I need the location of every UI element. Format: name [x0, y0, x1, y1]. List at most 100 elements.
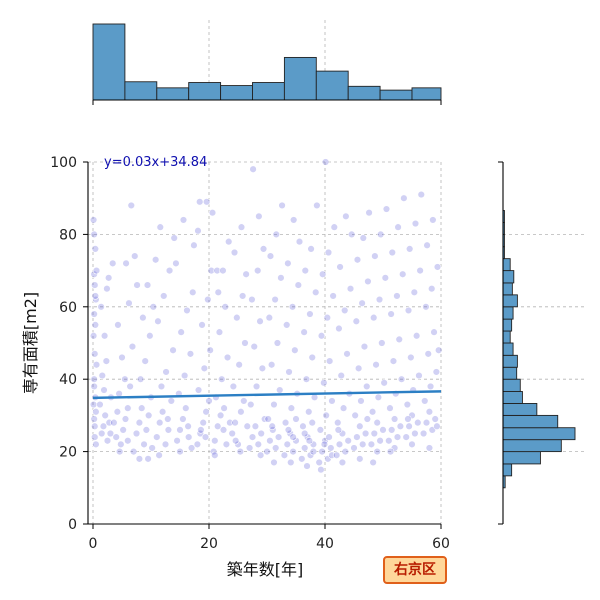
- data-point: [298, 455, 306, 463]
- data-point: [284, 426, 293, 434]
- data-point: [240, 397, 248, 405]
- data-point: [335, 324, 343, 333]
- x-tick-label: 60: [432, 536, 450, 552]
- data-point: [220, 404, 228, 412]
- data-point: [289, 447, 297, 456]
- ward-badge: 右京区: [383, 556, 447, 584]
- data-point: [425, 444, 434, 452]
- data-point: [125, 299, 133, 307]
- data-point: [213, 266, 221, 275]
- data-point: [91, 245, 100, 253]
- data-point: [320, 379, 328, 387]
- data-point: [109, 259, 117, 268]
- y-tick-label: 20: [59, 445, 77, 461]
- data-point: [92, 408, 100, 416]
- data-point: [249, 165, 257, 173]
- data-point: [388, 426, 396, 434]
- data-point: [126, 382, 134, 391]
- data-point: [208, 208, 217, 217]
- data-point: [97, 303, 105, 311]
- right-histogram-bar: [502, 451, 541, 465]
- data-point: [264, 415, 272, 423]
- data-point: [242, 270, 250, 278]
- data-point: [143, 281, 152, 289]
- right-histogram-bar: [502, 270, 515, 284]
- data-point: [267, 361, 276, 369]
- data-point: [102, 357, 111, 365]
- right-histogram-bar: [502, 378, 521, 392]
- top-histogram-bar: [252, 82, 285, 101]
- data-point: [179, 415, 187, 423]
- right-histogram-bar: [502, 294, 518, 308]
- data-point: [202, 198, 211, 206]
- data-point: [156, 223, 164, 231]
- data-point: [415, 371, 423, 380]
- data-point: [385, 437, 393, 445]
- data-point: [101, 411, 109, 420]
- data-point: [301, 444, 309, 452]
- data-point: [399, 270, 407, 278]
- data-point: [339, 404, 348, 412]
- data-point: [336, 263, 344, 271]
- data-point: [98, 371, 106, 380]
- data-point: [363, 382, 371, 391]
- data-point: [266, 437, 274, 445]
- data-point: [99, 422, 108, 430]
- data-point: [432, 368, 441, 376]
- data-point: [113, 408, 122, 416]
- data-point: [320, 440, 329, 449]
- data-point: [112, 433, 120, 441]
- data-point: [412, 332, 421, 340]
- top-histogram-bar: [315, 70, 349, 101]
- data-point: [292, 415, 300, 423]
- data-point: [316, 426, 325, 434]
- right-histogram-bar: [502, 366, 518, 380]
- data-point: [421, 397, 429, 405]
- data-point: [315, 458, 323, 467]
- y-axis-title: 専有面積[m2]: [21, 292, 40, 394]
- data-point: [354, 364, 363, 373]
- data-point: [204, 295, 212, 304]
- data-point: [124, 437, 132, 445]
- data-point: [361, 429, 370, 438]
- data-point: [433, 422, 441, 430]
- data-point: [387, 310, 395, 318]
- data-point: [162, 368, 170, 376]
- data-point: [221, 303, 229, 311]
- data-point: [371, 252, 379, 260]
- data-point: [199, 418, 207, 427]
- data-point: [363, 415, 372, 423]
- data-point: [367, 440, 376, 449]
- data-point: [254, 266, 262, 275]
- data-point: [351, 411, 359, 420]
- data-point: [369, 458, 377, 467]
- data-point: [411, 429, 419, 438]
- data-point: [218, 375, 226, 383]
- data-point: [164, 426, 173, 434]
- data-point: [231, 437, 240, 445]
- data-point: [176, 426, 184, 434]
- data-point: [287, 404, 296, 412]
- data-point: [205, 397, 213, 405]
- data-point: [115, 447, 124, 456]
- data-point: [429, 216, 437, 224]
- data-point: [394, 223, 402, 231]
- data-point: [138, 404, 146, 412]
- data-point: [416, 266, 424, 275]
- data-point: [386, 447, 395, 456]
- data-point: [173, 437, 181, 445]
- data-point: [243, 422, 251, 430]
- data-point: [104, 274, 113, 282]
- data-point: [214, 422, 222, 430]
- data-point: [222, 440, 231, 449]
- regression-line: [92, 390, 442, 400]
- data-point: [308, 418, 316, 427]
- data-point: [346, 285, 355, 293]
- data-point: [90, 415, 98, 423]
- top-histogram-bar: [283, 56, 317, 101]
- data-point: [302, 375, 311, 383]
- data-point: [92, 266, 101, 275]
- data-point: [289, 216, 298, 224]
- data-point: [190, 241, 198, 249]
- data-point: [303, 462, 311, 470]
